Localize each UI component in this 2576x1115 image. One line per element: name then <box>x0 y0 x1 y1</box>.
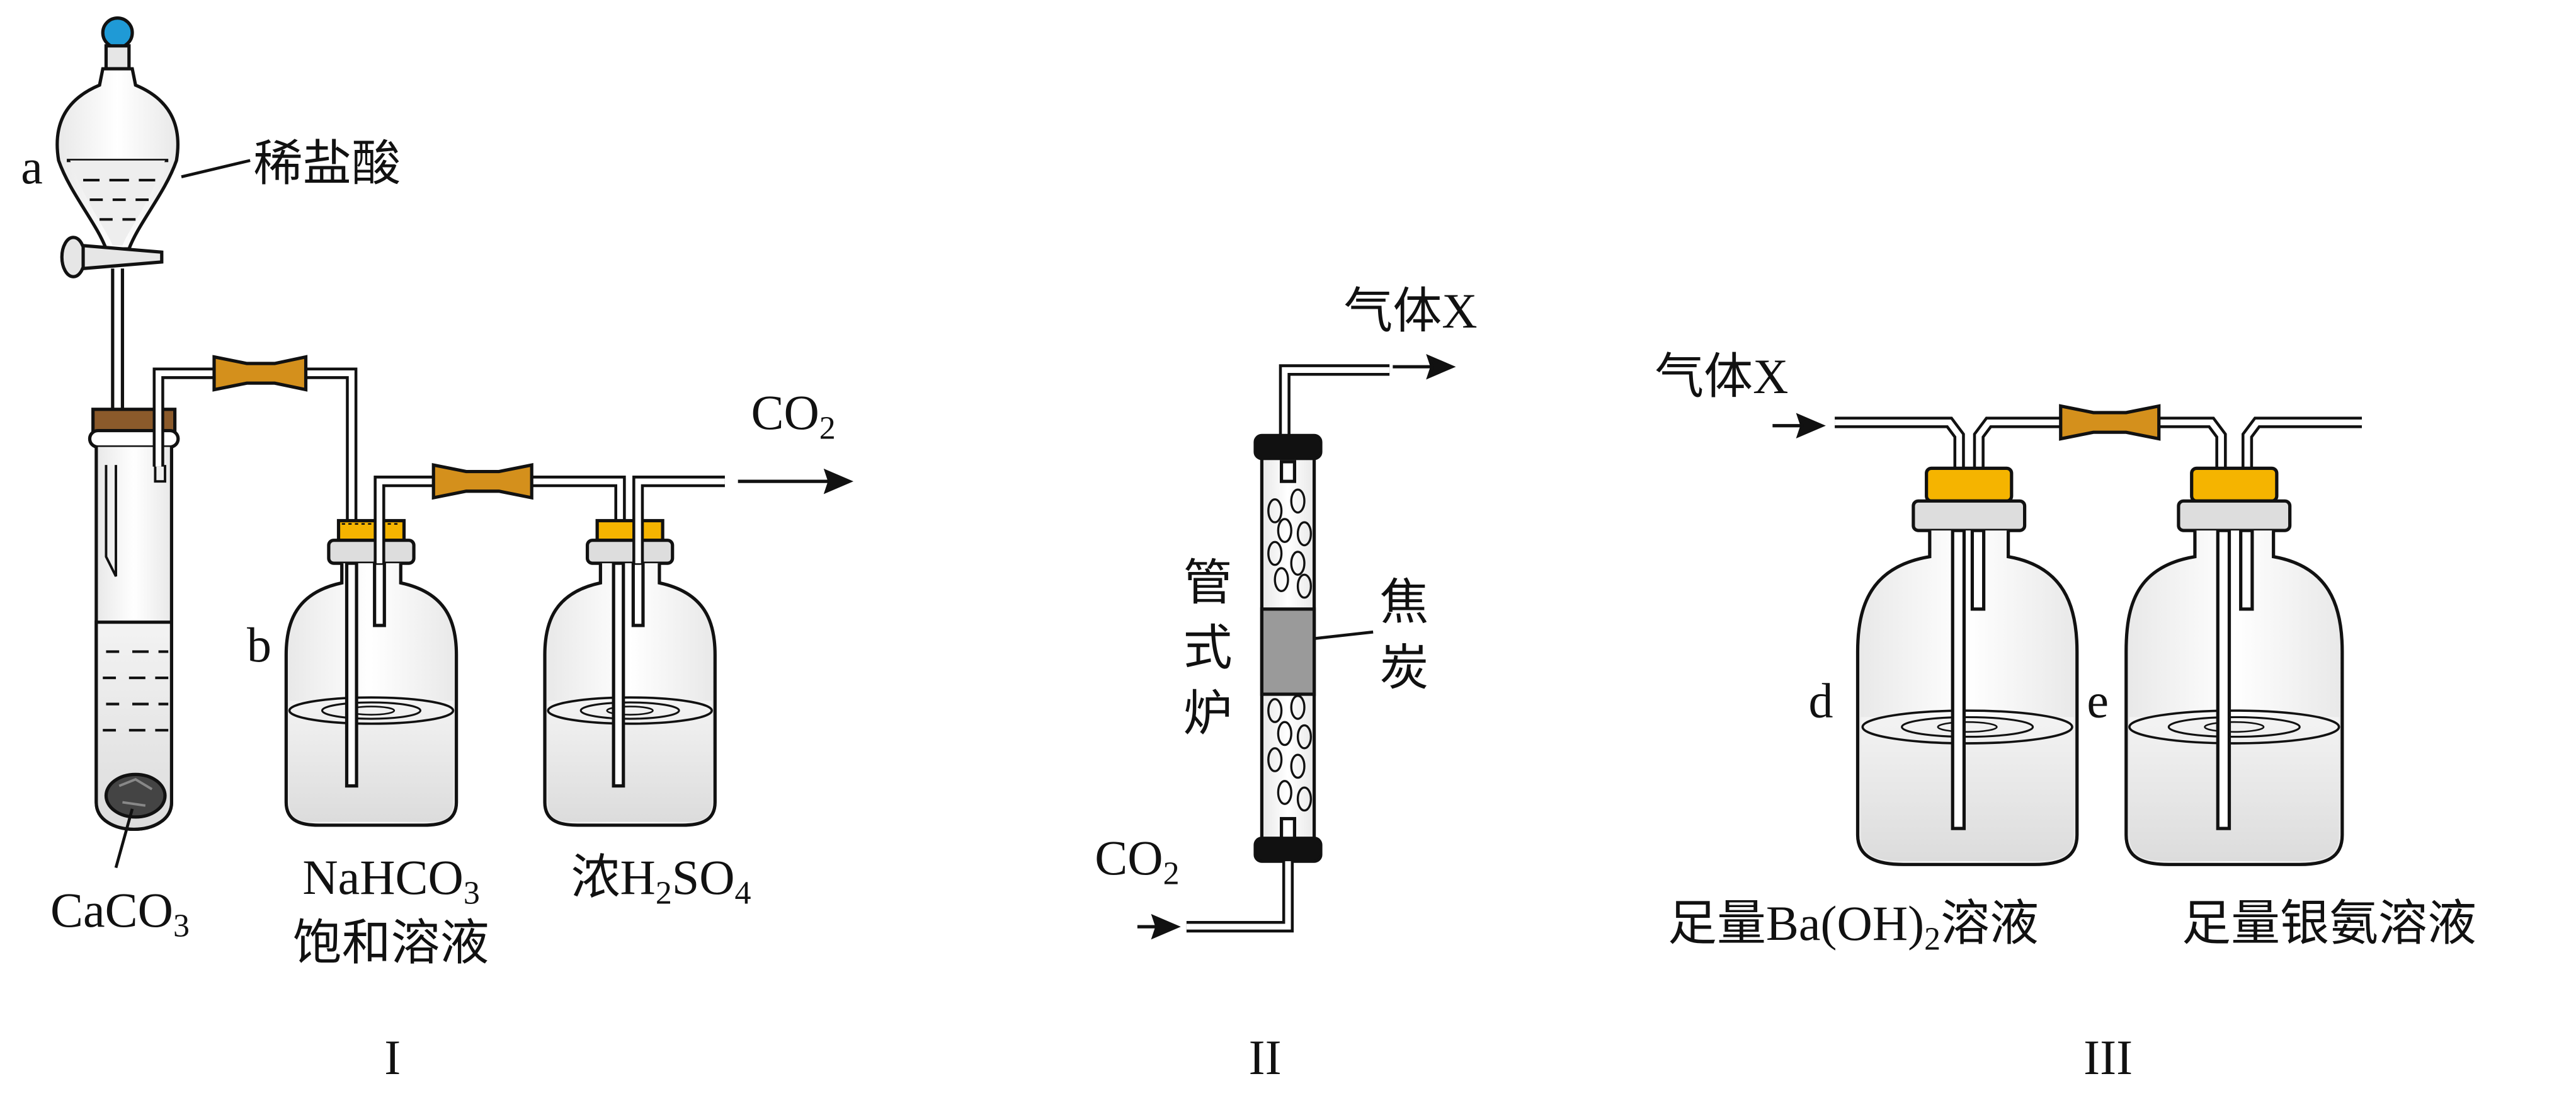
label-tube-furnace-2: 式 <box>1183 621 1233 675</box>
label-conc-h2so4: 浓H2SO4 <box>571 850 751 912</box>
label-excess-silver-ammonia: 足量银氨溶液 <box>2182 896 2476 951</box>
label-e: e <box>2087 673 2109 728</box>
funnel-knob <box>101 16 134 49</box>
label-tube-furnace-3: 炉 <box>1183 687 1233 741</box>
setup-III <box>1772 404 2362 866</box>
label-excess-baoh2: 足量Ba(OH)2溶液 <box>1668 896 2039 958</box>
separatory-funnel <box>55 16 180 409</box>
label-a: a <box>21 140 43 194</box>
bottle-e <box>2124 466 2344 866</box>
label-tube-furnace-1: 管 <box>1183 556 1233 610</box>
label-coke-1: 焦 <box>1380 575 1429 629</box>
gas-x-outlet-arrow <box>1393 353 1456 380</box>
label-roman-III: III <box>2083 1031 2133 1085</box>
setup-I <box>55 16 854 869</box>
bottle-c <box>543 518 717 827</box>
gas-x-inlet-arrow <box>1772 413 1826 439</box>
tube-furnace <box>1253 433 1323 863</box>
bottle-d <box>1855 466 2079 866</box>
test-tube <box>88 408 180 869</box>
label-d: d <box>1809 673 1833 728</box>
setup-II <box>1137 353 1456 940</box>
bottle-b <box>284 518 459 827</box>
label-roman-I: I <box>384 1031 401 1085</box>
co2-outlet-arrow <box>738 468 854 495</box>
label-co2-in: CO2 <box>1095 831 1179 892</box>
stopcock <box>60 236 87 278</box>
label-roman-II: II <box>1249 1031 1282 1085</box>
rubber-connector-1 <box>212 355 308 392</box>
label-dilute-hcl: 稀盐酸 <box>253 137 401 191</box>
coke-section <box>1260 607 1316 696</box>
label-saturated-solution: 饱和溶液 <box>293 916 489 970</box>
label-co2-out: CO2 <box>751 386 835 447</box>
label-caco3: CaCO3 <box>50 883 190 944</box>
label-gas-x-in: 气体X <box>1655 350 1788 404</box>
co2-inlet-arrow <box>1137 913 1181 940</box>
label-b: b <box>247 618 271 672</box>
rubber-connector-3 <box>2059 404 2161 441</box>
caco3-solid <box>104 772 167 819</box>
rubber-connector-2 <box>431 462 533 500</box>
label-nahco3: NaHCO3 <box>302 850 480 912</box>
label-coke-2: 炭 <box>1380 641 1429 695</box>
label-gas-x-out: 气体X <box>1343 284 1477 338</box>
